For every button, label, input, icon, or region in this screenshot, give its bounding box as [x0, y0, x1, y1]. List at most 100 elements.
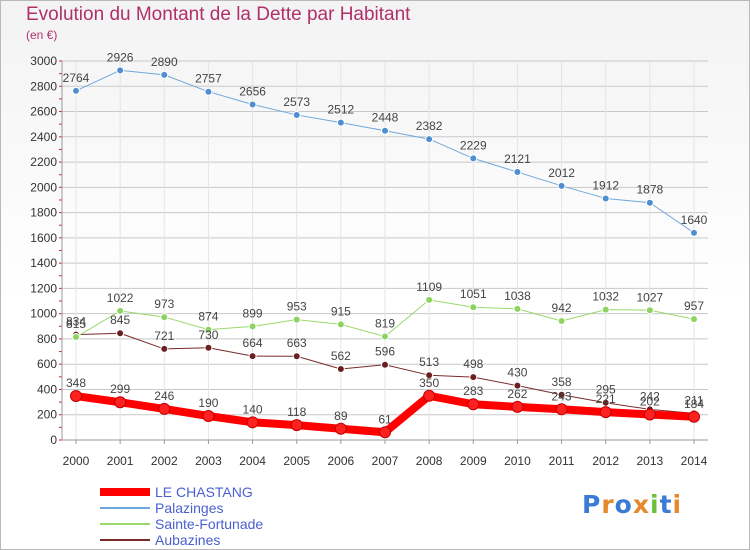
- data-point: [469, 154, 478, 163]
- legend-label: LE CHASTANG: [155, 484, 253, 500]
- data-label: 915: [331, 304, 351, 318]
- y-tick-label: 1200: [30, 281, 57, 295]
- data-label: 1878: [637, 183, 664, 197]
- data-point: [513, 168, 522, 177]
- data-label: 834: [66, 315, 86, 329]
- data-point: [643, 408, 656, 421]
- data-point: [290, 419, 303, 432]
- data-point: [469, 373, 478, 382]
- data-point: [557, 316, 566, 325]
- data-label: 89: [334, 409, 348, 423]
- x-tick-label: 2006: [328, 454, 355, 468]
- data-point: [292, 315, 301, 324]
- data-label: 299: [110, 382, 130, 396]
- data-label: 246: [154, 389, 174, 403]
- x-axis-ticks: 2000 2001 2002 2003 2004 2005 2006 2007 2008 2009…: [63, 454, 708, 468]
- data-point: [645, 198, 654, 207]
- data-label: 242: [640, 389, 660, 403]
- data-label: 2012: [548, 166, 575, 180]
- x-tick-label: 2008: [416, 454, 443, 468]
- data-point: [511, 400, 524, 413]
- data-label: 2656: [239, 84, 266, 98]
- data-label: 295: [596, 383, 616, 397]
- data-label: 498: [463, 357, 483, 371]
- legend-label: Sainte-Fortunade: [155, 516, 263, 532]
- x-tick-label: 2002: [151, 454, 178, 468]
- data-label: 1051: [460, 287, 487, 301]
- data-point: [425, 371, 434, 380]
- data-point: [160, 313, 169, 322]
- data-point: [292, 352, 301, 361]
- data-label: 664: [243, 336, 263, 350]
- y-axis-ticks: 0 200 400 600 800 1000 1200 1400 1600 1800 2000 220…: [30, 54, 57, 447]
- data-label: 957: [684, 299, 704, 313]
- data-label: 1038: [504, 289, 531, 303]
- data-point: [381, 360, 389, 369]
- data-label: 184: [684, 397, 704, 411]
- data-label: 819: [375, 317, 395, 331]
- data-point: [116, 329, 125, 338]
- data-label: 2229: [460, 138, 487, 152]
- data-label: 190: [198, 396, 218, 410]
- data-label: 942: [552, 301, 572, 315]
- data-label: 874: [198, 310, 218, 324]
- data-point: [601, 194, 610, 203]
- data-label: 1640: [681, 213, 708, 227]
- data-point: [557, 390, 566, 399]
- data-label: 1109: [416, 280, 442, 294]
- x-tick-label: 2004: [239, 454, 266, 468]
- legend: LE CHASTANGPalazingesSainte-FortunadeAub…: [100, 484, 263, 548]
- logo-letter: x: [632, 490, 650, 519]
- y-tick-label: 1800: [30, 206, 57, 220]
- data-label: 2757: [195, 72, 222, 86]
- data-point: [336, 365, 345, 374]
- x-tick-label: 2005: [283, 454, 310, 468]
- data-point: [158, 402, 171, 415]
- data-point: [513, 381, 522, 390]
- data-point: [248, 100, 257, 109]
- logo-letter: i: [650, 490, 660, 519]
- data-label: 283: [463, 384, 483, 398]
- data-label: 663: [287, 336, 307, 350]
- data-label: 730: [198, 328, 218, 342]
- data-point: [557, 181, 566, 190]
- y-tick-label: 800: [37, 332, 57, 346]
- data-label: 243: [552, 389, 572, 403]
- data-label: 2448: [372, 111, 399, 125]
- x-tick-label: 2010: [504, 454, 531, 468]
- y-tick-label: 2800: [30, 79, 57, 93]
- x-tick-label: 2001: [107, 454, 134, 468]
- chart-title: Evolution du Montant de la Dette par Hab…: [26, 4, 411, 25]
- y-tick-label: 1600: [30, 231, 57, 245]
- data-point: [513, 304, 522, 313]
- data-label: 2121: [504, 152, 531, 166]
- data-label: 202: [640, 394, 660, 408]
- data-point: [690, 228, 698, 237]
- data-label: 221: [596, 392, 616, 406]
- x-tick-label: 2003: [195, 454, 222, 468]
- data-label: 1027: [637, 290, 664, 304]
- axes: [59, 60, 708, 444]
- data-label: 2382: [416, 119, 443, 133]
- logo-letter: t: [659, 490, 673, 519]
- data-point: [246, 416, 259, 429]
- chart-subtitle: (en €): [26, 28, 58, 42]
- y-tick-label: 2400: [30, 130, 57, 144]
- data-label: 140: [243, 402, 263, 416]
- data-label: 845: [110, 313, 130, 327]
- y-tick-label: 1400: [30, 256, 57, 270]
- data-point: [204, 325, 213, 334]
- x-tick-label: 2013: [637, 454, 664, 468]
- data-point: [336, 320, 345, 329]
- data-point: [160, 344, 169, 353]
- data-label: 953: [287, 300, 307, 314]
- data-point: [204, 87, 213, 96]
- logo-letter: o: [614, 490, 633, 519]
- y-tick-label: 1000: [30, 307, 57, 321]
- data-label: 1022: [107, 291, 134, 305]
- y-tick-label: 200: [37, 408, 57, 422]
- x-tick-label: 2012: [592, 454, 619, 468]
- data-point: [601, 305, 610, 314]
- data-label: 2573: [283, 95, 310, 109]
